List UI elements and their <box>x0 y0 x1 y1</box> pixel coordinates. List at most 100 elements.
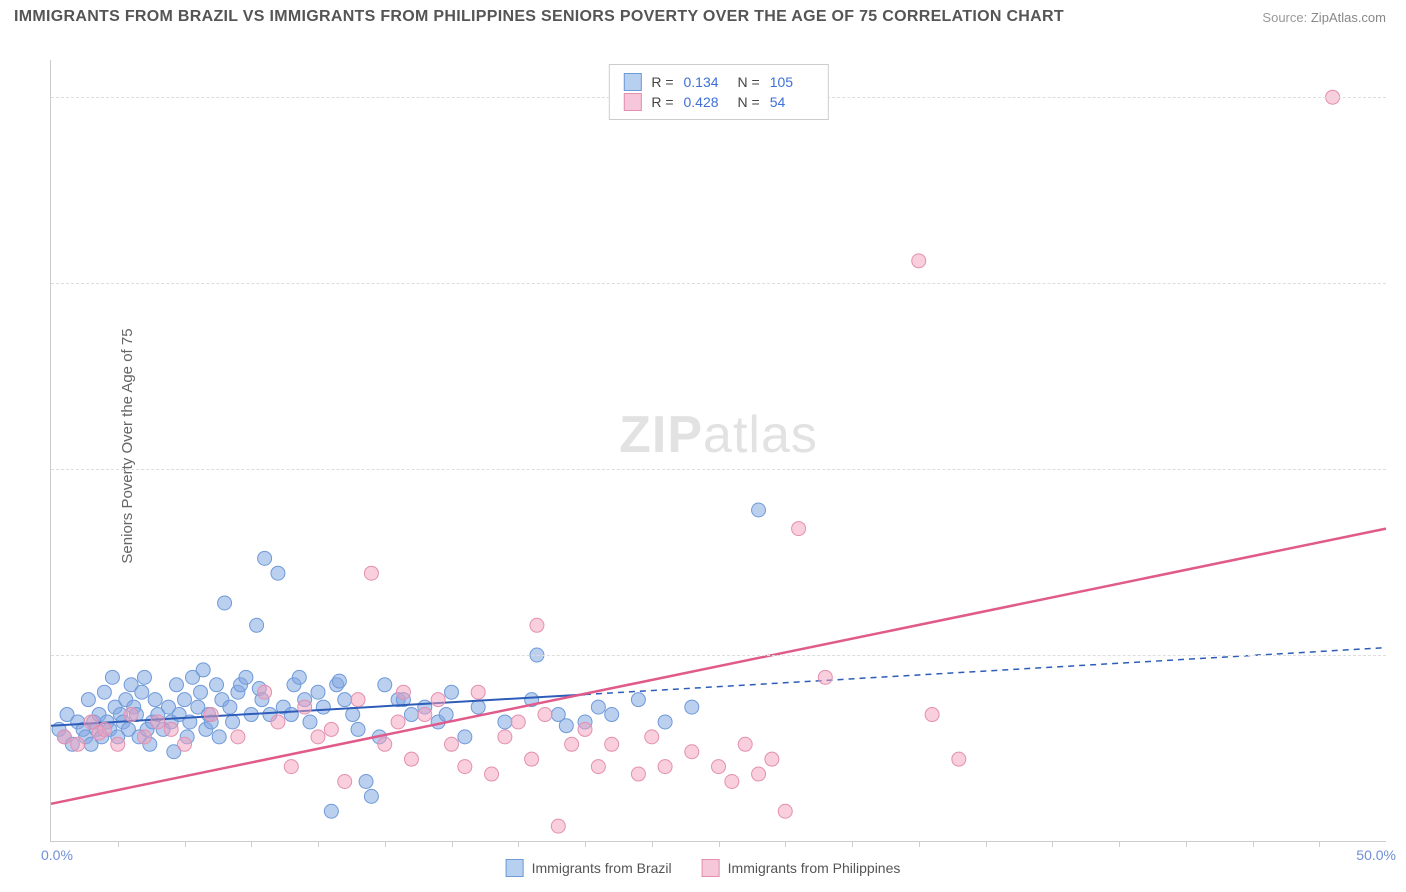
data-point <box>378 678 392 692</box>
data-point <box>645 730 659 744</box>
swatch-philippines <box>702 859 720 877</box>
x-tick <box>986 841 987 847</box>
data-point <box>250 618 264 632</box>
data-point <box>223 700 237 714</box>
data-point <box>525 752 539 766</box>
data-point <box>559 719 573 733</box>
data-point <box>359 774 373 788</box>
x-tick <box>251 841 252 847</box>
data-point <box>551 819 565 833</box>
data-point <box>498 730 512 744</box>
data-point <box>364 566 378 580</box>
r-value-brazil: 0.134 <box>684 74 728 90</box>
legend-row-brazil: R = 0.134 N = 105 <box>623 73 813 91</box>
data-point <box>194 685 208 699</box>
x-tick <box>118 841 119 847</box>
data-point <box>111 737 125 751</box>
data-point <box>765 752 779 766</box>
data-point <box>292 670 306 684</box>
data-point <box>912 254 926 268</box>
data-point <box>404 708 418 722</box>
data-point <box>752 503 766 517</box>
data-point <box>284 760 298 774</box>
data-point <box>316 700 330 714</box>
data-point <box>418 708 432 722</box>
x-tick <box>652 841 653 847</box>
data-point <box>105 670 119 684</box>
x-tick <box>1052 841 1053 847</box>
data-point <box>311 685 325 699</box>
data-point <box>738 737 752 751</box>
legend-item-philippines: Immigrants from Philippines <box>702 859 901 877</box>
data-point <box>97 685 111 699</box>
x-tick <box>585 841 586 847</box>
x-tick <box>518 841 519 847</box>
data-point <box>271 566 285 580</box>
legend-row-philippines: R = 0.428 N = 54 <box>623 93 813 111</box>
x-tick <box>919 841 920 847</box>
data-point <box>445 685 459 699</box>
data-point <box>631 693 645 707</box>
legend-label-brazil: Immigrants from Brazil <box>532 860 672 876</box>
data-point <box>685 745 699 759</box>
data-point <box>148 693 162 707</box>
n-label: N = <box>738 74 760 90</box>
data-point <box>378 737 392 751</box>
legend-item-brazil: Immigrants from Brazil <box>506 859 672 877</box>
r-label: R = <box>651 94 673 110</box>
x-tick <box>452 841 453 847</box>
data-point <box>538 708 552 722</box>
data-point <box>391 715 405 729</box>
r-value-philippines: 0.428 <box>684 94 728 110</box>
data-point <box>445 737 459 751</box>
data-point <box>271 715 285 729</box>
data-point <box>218 596 232 610</box>
data-point <box>324 804 338 818</box>
data-point <box>346 708 360 722</box>
n-value-philippines: 54 <box>770 94 814 110</box>
data-point <box>311 730 325 744</box>
gridline <box>51 283 1386 284</box>
data-point <box>164 722 178 736</box>
x-tick <box>1319 841 1320 847</box>
x-tick <box>1119 841 1120 847</box>
data-point <box>338 693 352 707</box>
x-tick <box>185 841 186 847</box>
data-point <box>226 715 240 729</box>
data-point <box>658 715 672 729</box>
data-point <box>212 730 226 744</box>
data-point <box>298 700 312 714</box>
gridline <box>51 469 1386 470</box>
data-point <box>778 804 792 818</box>
data-point <box>351 693 365 707</box>
data-point <box>752 767 766 781</box>
x-tick <box>318 841 319 847</box>
data-point <box>685 700 699 714</box>
data-point <box>258 551 272 565</box>
data-point <box>458 730 472 744</box>
data-point <box>284 708 298 722</box>
data-point <box>725 774 739 788</box>
n-value-brazil: 105 <box>770 74 814 90</box>
x-axis-end-label: 50.0% <box>1356 847 1396 863</box>
data-point <box>498 715 512 729</box>
data-point <box>169 678 183 692</box>
data-point <box>57 730 71 744</box>
swatch-philippines <box>623 93 641 111</box>
source-label: Source: <box>1262 10 1307 25</box>
data-point <box>258 685 272 699</box>
n-label: N = <box>738 94 760 110</box>
data-point <box>239 670 253 684</box>
data-point <box>511 715 525 729</box>
data-point <box>338 774 352 788</box>
plot-area: ZIPatlas R = 0.134 N = 105 R = 0.428 N =… <box>50 60 1386 842</box>
data-point <box>925 708 939 722</box>
data-point <box>530 618 544 632</box>
data-point <box>712 760 726 774</box>
data-point <box>471 700 485 714</box>
data-point <box>124 708 138 722</box>
data-point <box>97 722 111 736</box>
data-point <box>471 685 485 699</box>
data-point <box>404 752 418 766</box>
legend-correlation: R = 0.134 N = 105 R = 0.428 N = 54 <box>608 64 828 120</box>
